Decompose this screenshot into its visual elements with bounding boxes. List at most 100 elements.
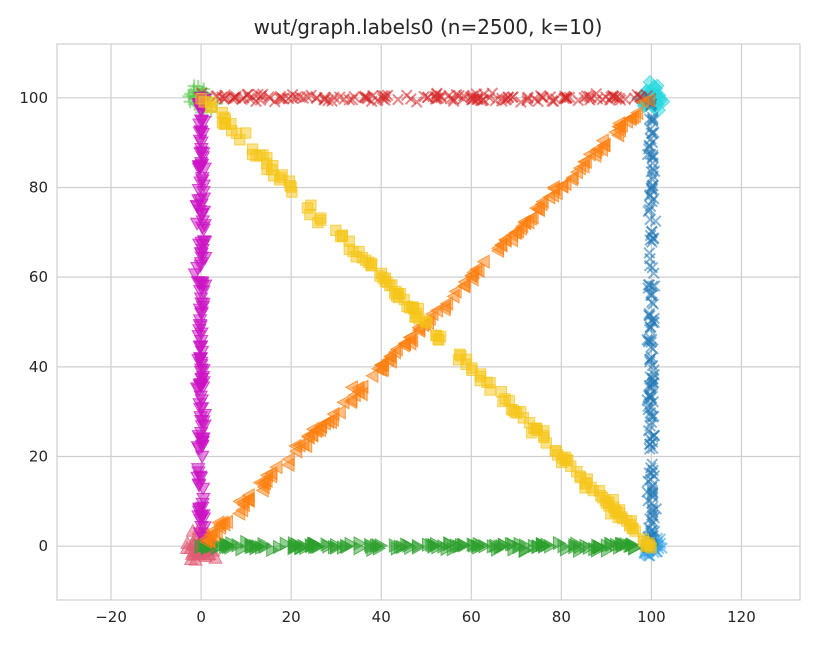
data-point bbox=[434, 90, 447, 102]
data-point bbox=[235, 502, 249, 518]
data-point bbox=[194, 450, 210, 465]
data-point bbox=[563, 91, 576, 104]
data-point bbox=[521, 92, 534, 105]
data-point bbox=[404, 540, 418, 556]
data-point bbox=[392, 93, 404, 106]
data-point bbox=[647, 410, 660, 423]
data-point bbox=[269, 459, 283, 475]
data-point bbox=[557, 538, 571, 554]
data-point bbox=[549, 445, 561, 457]
data-point bbox=[326, 95, 338, 108]
data-point bbox=[646, 491, 659, 504]
x-tick-label: −20 bbox=[95, 608, 127, 626]
data-point bbox=[643, 309, 655, 322]
data-point bbox=[538, 539, 552, 554]
data-point bbox=[444, 92, 457, 105]
data-point bbox=[546, 95, 559, 107]
x-tick-label: 80 bbox=[552, 608, 571, 626]
data-point bbox=[645, 501, 658, 514]
data-point bbox=[646, 458, 659, 471]
y-tick-label: 80 bbox=[29, 178, 48, 196]
data-point bbox=[186, 547, 202, 561]
data-point bbox=[359, 91, 372, 104]
data-point bbox=[404, 93, 417, 105]
data-point bbox=[643, 443, 656, 455]
data-point bbox=[590, 87, 603, 100]
data-point bbox=[477, 94, 489, 107]
data-point bbox=[644, 410, 657, 423]
data-point bbox=[305, 89, 318, 102]
data-point bbox=[619, 93, 632, 106]
data-point bbox=[644, 252, 656, 265]
data-point bbox=[252, 475, 266, 491]
data-point bbox=[262, 91, 275, 103]
data-point bbox=[389, 287, 401, 300]
data-point bbox=[499, 393, 511, 405]
data-point bbox=[374, 270, 386, 282]
data-point bbox=[506, 91, 519, 104]
data-point bbox=[194, 207, 210, 221]
data-point bbox=[196, 432, 211, 446]
data-point bbox=[286, 88, 299, 101]
data-point bbox=[286, 92, 299, 105]
data-point bbox=[476, 254, 490, 269]
data-point bbox=[588, 541, 602, 557]
data-point bbox=[565, 460, 577, 472]
plot-frame bbox=[56, 43, 801, 601]
data-point bbox=[486, 87, 499, 100]
data-point bbox=[194, 501, 210, 515]
data-point bbox=[192, 126, 208, 140]
data-point bbox=[374, 362, 388, 378]
data-point bbox=[646, 489, 659, 501]
data-point bbox=[494, 238, 508, 253]
data-point bbox=[198, 96, 210, 108]
data-point bbox=[281, 457, 295, 473]
data-point bbox=[646, 378, 659, 391]
data-point bbox=[546, 179, 560, 195]
data-point bbox=[517, 412, 530, 424]
data-point bbox=[190, 471, 205, 486]
data-point bbox=[197, 521, 212, 535]
data-point bbox=[446, 289, 460, 304]
data-point bbox=[481, 376, 493, 389]
data-point bbox=[443, 536, 457, 552]
data-point bbox=[641, 394, 654, 406]
data-point bbox=[193, 352, 209, 366]
data-point bbox=[222, 539, 236, 555]
data-point bbox=[193, 335, 209, 349]
data-point bbox=[643, 522, 655, 534]
data-point bbox=[648, 469, 661, 482]
x-tick-label: 120 bbox=[727, 608, 756, 626]
data-point bbox=[274, 174, 286, 186]
data-point bbox=[193, 414, 209, 429]
data-point bbox=[475, 538, 489, 554]
x-tick-label: 100 bbox=[637, 608, 666, 626]
data-point bbox=[192, 285, 208, 299]
y-axis-ticks: 0 20 40 60 80 100 bbox=[19, 89, 48, 555]
data-point bbox=[645, 182, 658, 195]
data-point bbox=[540, 437, 552, 449]
data-point bbox=[193, 363, 209, 377]
data-point bbox=[593, 485, 606, 497]
data-point bbox=[648, 312, 661, 325]
data-point bbox=[606, 89, 619, 102]
data-point bbox=[194, 146, 209, 160]
data-point bbox=[191, 478, 207, 492]
data-point bbox=[437, 301, 451, 317]
data-point bbox=[568, 537, 582, 553]
data-point bbox=[648, 429, 660, 442]
data-point bbox=[643, 355, 656, 368]
data-point bbox=[195, 174, 210, 188]
data-point bbox=[495, 95, 508, 108]
data-point bbox=[218, 93, 231, 105]
data-point bbox=[493, 539, 508, 555]
data-point bbox=[505, 227, 519, 243]
data-point bbox=[452, 354, 465, 366]
data-point bbox=[646, 515, 659, 528]
data-point bbox=[211, 515, 225, 530]
data-point bbox=[196, 297, 211, 312]
data-point bbox=[196, 492, 211, 507]
data-point bbox=[317, 415, 331, 431]
